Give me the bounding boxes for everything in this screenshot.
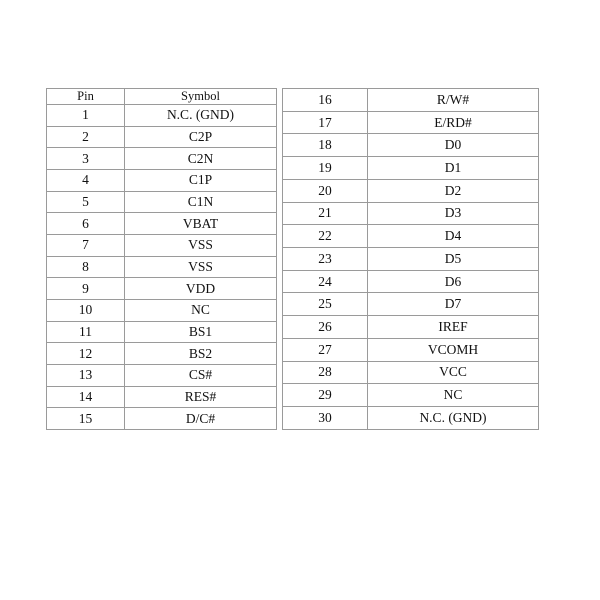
pin-number: 18	[282, 133, 368, 158]
pin-number: 23	[282, 247, 368, 271]
pin-number: 7	[46, 233, 125, 257]
pin-number: 26	[282, 315, 368, 339]
table-row: 6 VBAT	[46, 212, 277, 235]
pin-number: 25	[282, 292, 368, 317]
table-row: 14 RES#	[46, 385, 277, 409]
pin-number: 8	[46, 255, 125, 279]
table-row: 8 VSS	[46, 255, 277, 279]
pin-symbol: BS2	[124, 342, 277, 365]
pin-number: 6	[46, 212, 125, 235]
pin-symbol: D3	[367, 201, 539, 226]
pin-symbol: C2N	[124, 147, 277, 170]
table-row: 4 C1P	[46, 168, 277, 192]
pin-symbol: VDD	[124, 277, 277, 300]
table-row: 3 C2N	[46, 147, 277, 170]
pin-number: 21	[282, 201, 368, 226]
pin-number: 10	[46, 298, 125, 322]
header-pin: Pin	[46, 88, 125, 105]
pin-number: 17	[282, 110, 368, 135]
pin-number: 19	[282, 156, 368, 180]
table-row: 7 VSS	[46, 233, 277, 257]
pin-symbol: NC	[367, 383, 539, 408]
pin-number: 28	[282, 360, 368, 385]
pin-number: 14	[46, 385, 125, 409]
pin-symbol: C1P	[124, 168, 277, 192]
pin-symbol: VCOMH	[367, 337, 539, 362]
table-row: 10 NC	[46, 298, 277, 322]
pin-symbol: D2	[367, 178, 539, 203]
pin-symbol: VSS	[124, 255, 277, 279]
pin-symbol: D6	[367, 269, 539, 294]
pin-number: 3	[46, 147, 125, 170]
table-row: 30 N.C. (GND)	[282, 406, 539, 430]
table-row: 29 NC	[282, 383, 539, 408]
table-row: 28 VCC	[282, 360, 539, 385]
table-row: 24 D6	[282, 269, 539, 294]
pin-symbol: D/C#	[124, 407, 277, 430]
pin-number: 1	[46, 104, 125, 127]
table-header-row: Pin Symbol	[46, 88, 277, 105]
table-row: 17 E/RD#	[282, 110, 539, 135]
pin-number: 13	[46, 363, 125, 387]
table-row: 27 VCOMH	[282, 337, 539, 362]
pin-symbol: RES#	[124, 385, 277, 409]
pin-number: 15	[46, 407, 125, 430]
pin-symbol: C1N	[124, 190, 277, 214]
pin-symbol: NC	[124, 298, 277, 322]
pin-number: 20	[282, 178, 368, 203]
pin-number: 30	[282, 406, 368, 430]
pin-symbol: D7	[367, 292, 539, 317]
header-symbol: Symbol	[124, 88, 277, 105]
pin-symbol: D5	[367, 247, 539, 271]
pin-number: 5	[46, 190, 125, 214]
table-row: 5 C1N	[46, 190, 277, 214]
pin-symbol: C2P	[124, 125, 277, 149]
table-row: 12 BS2	[46, 342, 277, 365]
table-row: 19 D1	[282, 156, 539, 180]
table-row: 16 R/W#	[282, 88, 539, 112]
table-row: 20 D2	[282, 178, 539, 203]
pin-table-right: 16 R/W# 17 E/RD# 18 D0 19 D1 20 D2 21 D3 22 D4 23 D5 24 D…	[282, 88, 539, 430]
pin-number: 29	[282, 383, 368, 408]
pin-table-left: Pin Symbol 1 N.C. (GND) 2 C2P 3 C2N 4 C1P 5 C1N 6 V…	[46, 88, 277, 430]
pin-number: 22	[282, 224, 368, 249]
table-row: 21 D3	[282, 201, 539, 226]
table-row: 15 D/C#	[46, 407, 277, 430]
table-row: 1 N.C. (GND)	[46, 104, 277, 127]
table-row: 2 C2P	[46, 125, 277, 149]
pin-number: 27	[282, 337, 368, 362]
pin-symbol: BS1	[124, 320, 277, 344]
pin-number: 24	[282, 269, 368, 294]
table-row: 11 BS1	[46, 320, 277, 344]
pin-symbol: E/RD#	[367, 110, 539, 135]
pin-symbol: N.C. (GND)	[367, 406, 539, 430]
table-row: 9 VDD	[46, 277, 277, 300]
pin-number: 11	[46, 320, 125, 344]
table-row: 26 IREF	[282, 315, 539, 339]
table-row: 13 CS#	[46, 363, 277, 387]
pin-number: 4	[46, 168, 125, 192]
pin-number: 16	[282, 88, 368, 112]
table-row: 25 D7	[282, 292, 539, 317]
pin-number: 12	[46, 342, 125, 365]
pin-symbol: VBAT	[124, 212, 277, 235]
table-row: 18 D0	[282, 133, 539, 158]
pin-number: 2	[46, 125, 125, 149]
pin-symbol: IREF	[367, 315, 539, 339]
pin-symbol: VCC	[367, 360, 539, 385]
pin-symbol: D4	[367, 224, 539, 249]
pin-symbol: CS#	[124, 363, 277, 387]
pin-symbol: R/W#	[367, 88, 539, 112]
pin-number: 9	[46, 277, 125, 300]
table-row: 22 D4	[282, 224, 539, 249]
pin-symbol: D1	[367, 156, 539, 180]
pin-symbol: D0	[367, 133, 539, 158]
table-row: 23 D5	[282, 247, 539, 271]
pin-symbol: N.C. (GND)	[124, 104, 277, 127]
pin-symbol: VSS	[124, 233, 277, 257]
